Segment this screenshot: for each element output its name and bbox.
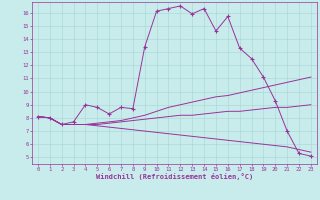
X-axis label: Windchill (Refroidissement éolien,°C): Windchill (Refroidissement éolien,°C) [96,173,253,180]
